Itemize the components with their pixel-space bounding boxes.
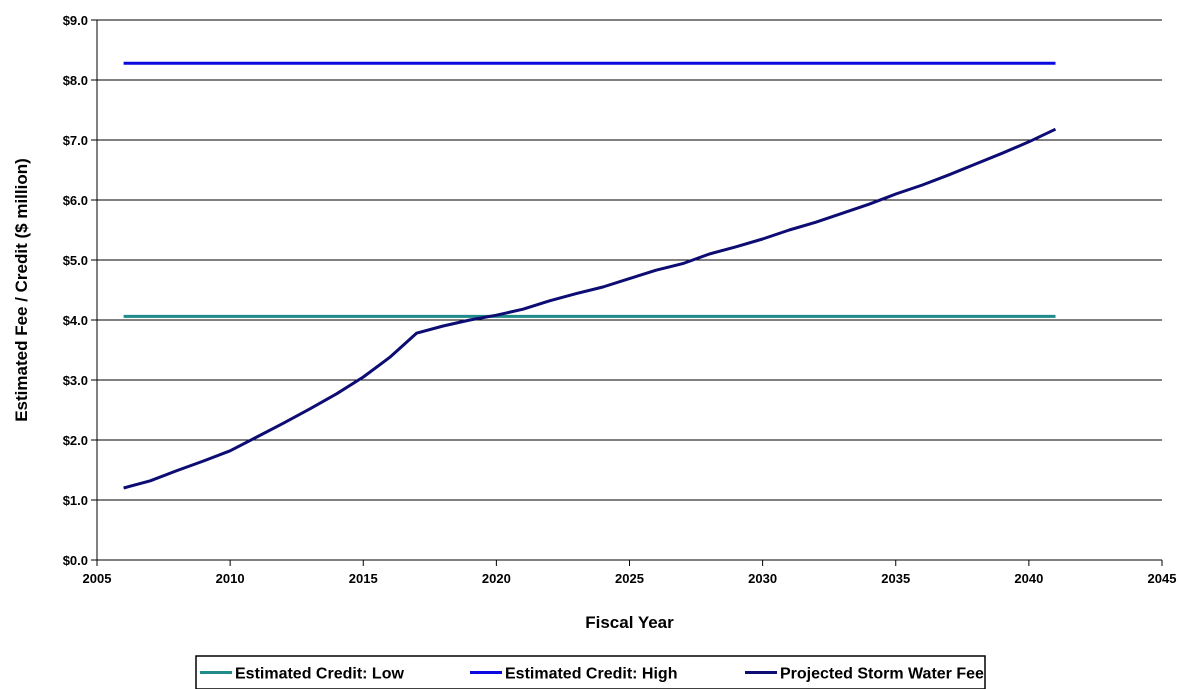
y-tick-label: $8.0: [63, 73, 88, 88]
y-tick-label: $1.0: [63, 493, 88, 508]
y-axis-ticks: $0.0 $1.0 $2.0 $3.0 $4.0 $5.0 $6.0 $7.0 $8.0 $9.0: [63, 13, 97, 568]
x-tick-label: 2015: [349, 571, 378, 586]
y-tick-label: $9.0: [63, 13, 88, 28]
y-tick-label: $0.0: [63, 553, 88, 568]
x-tick-label: 2025: [615, 571, 644, 586]
legend-box: [195, 655, 986, 689]
y-tick-label: $6.0: [63, 193, 88, 208]
series-lines: [123, 61, 1057, 490]
x-axis-title: Fiscal Year: [585, 613, 674, 632]
y-tick-label: $5.0: [63, 253, 88, 268]
gridlines: [97, 19, 1162, 501]
x-tick-label: 2020: [482, 571, 511, 586]
x-tick-label: 2035: [881, 571, 910, 586]
x-tick-label: 2010: [216, 571, 245, 586]
axes: [96, 20, 1162, 561]
y-tick-label: $2.0: [63, 433, 88, 448]
series-line-projected-storm-water-fee: [123, 127, 1057, 490]
y-tick-label: $3.0: [63, 373, 88, 388]
legend-label: Estimated Credit: High: [505, 666, 677, 683]
x-tick-label: 2040: [1014, 571, 1043, 586]
legend-label: Projected Storm Water Fee: [780, 666, 984, 683]
y-axis-title: Estimated Fee / Credit ($ million): [12, 158, 31, 422]
legend-label: Estimated Credit: Low: [235, 666, 404, 683]
x-axis-ticks: 2005 2010 2015 2020 2025 2030 2035 2040 2045: [83, 560, 1177, 586]
legend: Estimated Credit: Low Estimated Credit: H…: [195, 655, 986, 689]
y-tick-label: $7.0: [63, 133, 88, 148]
y-tick-label: $4.0: [63, 313, 88, 328]
x-tick-label: 2030: [748, 571, 777, 586]
x-tick-label: 2045: [1148, 571, 1177, 586]
x-tick-label: 2005: [83, 571, 112, 586]
